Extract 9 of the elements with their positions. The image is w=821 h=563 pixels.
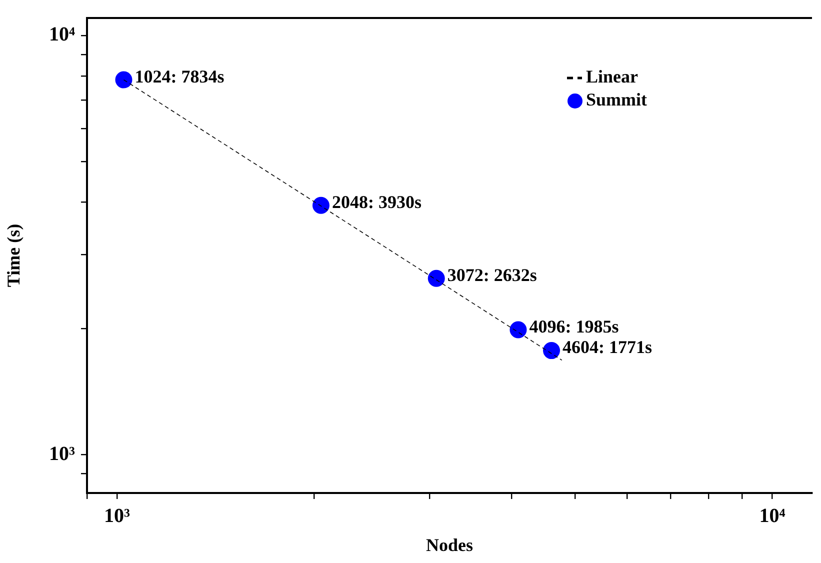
annotation: 2048: 3930s: [332, 192, 422, 212]
legend-label: Summit: [586, 90, 648, 110]
y-axis-title: Time (s): [3, 224, 24, 288]
annotation: 3072: 2632s: [447, 265, 537, 286]
annotation: 4096: 1985s: [529, 316, 619, 336]
annotation: 1024: 7834s: [134, 66, 224, 86]
x-axis-title: Nodes: [426, 534, 474, 555]
legend-label: Linear: [586, 66, 638, 87]
annotation: 4604: 1771s: [562, 337, 652, 358]
